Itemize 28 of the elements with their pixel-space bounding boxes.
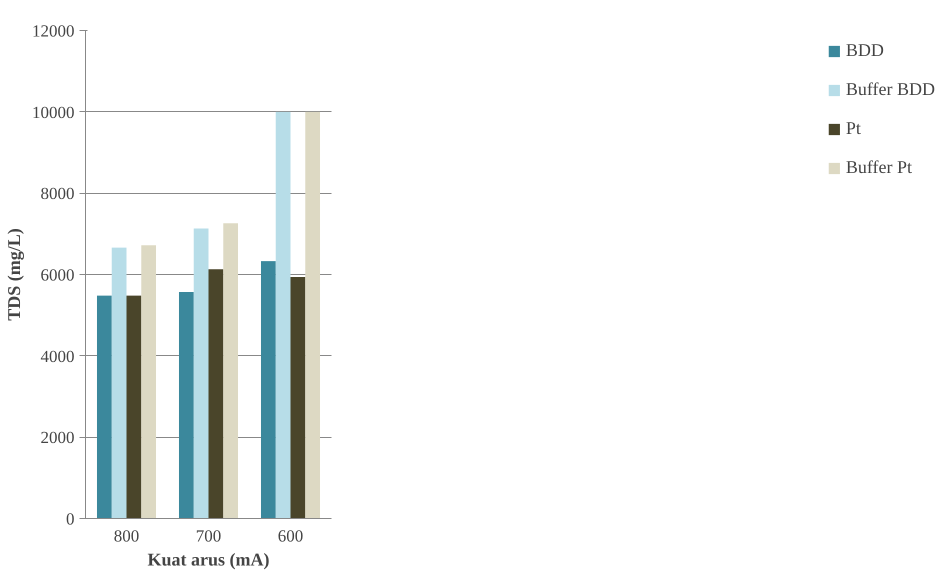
bar xyxy=(141,245,156,518)
y-tick-label: 8000 xyxy=(40,184,74,204)
y-tick-label: 12000 xyxy=(32,22,74,40)
bar xyxy=(178,292,194,518)
bar xyxy=(112,248,126,518)
bar xyxy=(126,296,142,518)
bar xyxy=(96,296,112,518)
y-tick-label: 0 xyxy=(66,510,74,528)
y-tick-label: 4000 xyxy=(40,346,74,366)
y-tick-label: 2000 xyxy=(40,428,74,448)
y-tick-label: 6000 xyxy=(40,266,74,284)
bar xyxy=(276,112,290,518)
legend-label: Buffer Pt xyxy=(846,157,912,178)
x-tick-label: 800 xyxy=(114,526,140,546)
bar xyxy=(260,261,276,518)
legend-label: Buffer BDD xyxy=(846,79,935,100)
bar xyxy=(305,112,320,518)
x-axis-title: Kuat arus (mA) xyxy=(148,550,270,570)
x-tick-label: 700 xyxy=(196,526,222,546)
legend-label: Pt xyxy=(846,118,862,139)
legend-label: BDD xyxy=(846,40,884,61)
bar xyxy=(290,276,306,518)
bar xyxy=(208,269,224,518)
y-axis-title: TDS (mg/L) xyxy=(4,228,24,321)
bar xyxy=(223,223,238,518)
y-tick-label: 10000 xyxy=(32,102,74,122)
x-tick-label: 600 xyxy=(278,526,304,546)
bar xyxy=(194,228,208,518)
